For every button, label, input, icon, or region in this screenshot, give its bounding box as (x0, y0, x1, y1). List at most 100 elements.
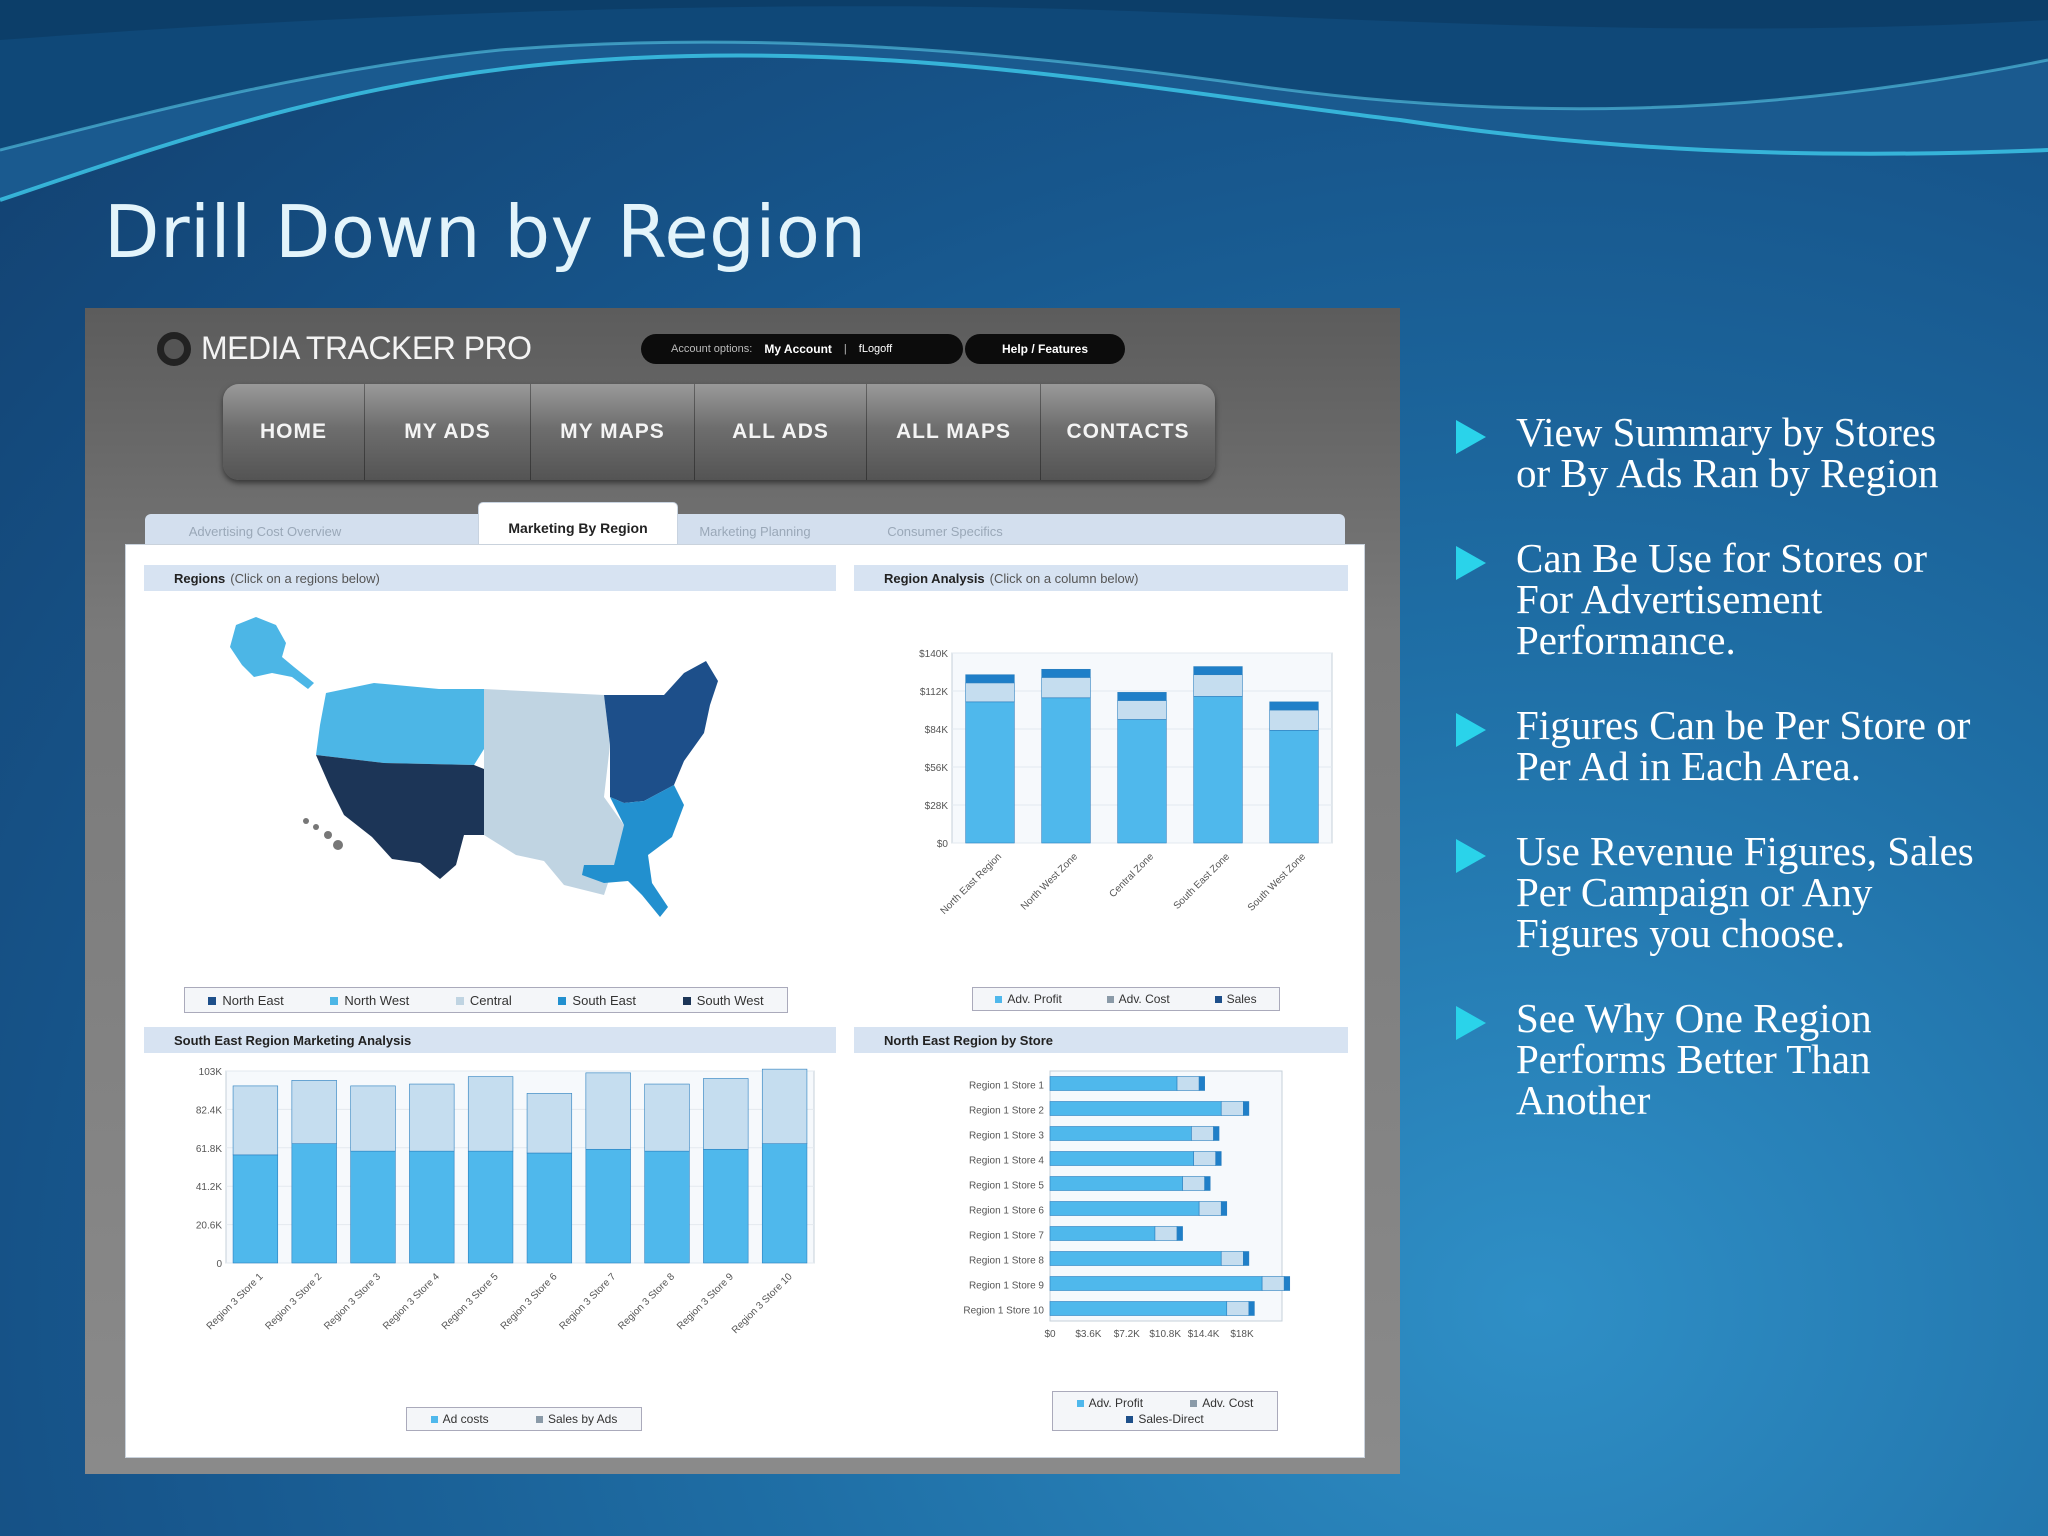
nav-my-maps[interactable]: MY MAPS (531, 384, 695, 480)
bar-adv-profit[interactable] (1049, 1301, 1228, 1316)
bar-ad-costs[interactable] (644, 1150, 690, 1264)
bar-sales-by-ads[interactable] (291, 1080, 337, 1144)
bar-ad-costs[interactable] (467, 1150, 514, 1264)
bar-sales-direct[interactable] (1248, 1301, 1255, 1316)
region-south-west[interactable] (316, 755, 484, 879)
nav-home[interactable]: HOME (223, 384, 365, 480)
bar-adv-cost[interactable] (1191, 1126, 1214, 1141)
legend-item-ad-costs[interactable]: Ad costs (430, 1412, 489, 1426)
bar-adv-profit[interactable] (1049, 1151, 1194, 1166)
bar-ad-costs[interactable] (526, 1152, 573, 1264)
bar-sales-direct[interactable] (1220, 1201, 1228, 1216)
bar-sales[interactable] (965, 674, 1015, 684)
bar-adv-cost[interactable] (1226, 1301, 1250, 1316)
tab-consumer-specifics[interactable]: Consumer Specifics (887, 523, 1003, 539)
tab-marketing-planning[interactable]: Marketing Planning (699, 523, 811, 539)
bar-adv-cost[interactable] (1193, 674, 1243, 697)
bar-sales-direct[interactable] (1283, 1276, 1291, 1291)
legend-item-central[interactable]: Central (455, 993, 512, 1008)
legend-item-adv-profit[interactable]: Adv. Profit (1076, 1396, 1143, 1410)
tab-advertising-cost-overview[interactable]: Advertising Cost Overview (188, 523, 342, 539)
bar-adv-profit[interactable] (1049, 1201, 1200, 1216)
bar-adv-profit[interactable] (1041, 697, 1091, 844)
bar-sales-by-ads[interactable] (409, 1083, 455, 1152)
legend-item-south-west[interactable]: South West (682, 993, 764, 1008)
bar-adv-profit[interactable] (1049, 1126, 1192, 1141)
bar-sales-by-ads[interactable] (703, 1078, 749, 1150)
bar-sales[interactable] (1269, 701, 1319, 711)
bar-sales-direct[interactable] (1243, 1251, 1250, 1266)
legend-item-sales[interactable]: Sales (1214, 992, 1257, 1006)
bar-ad-costs[interactable] (291, 1143, 337, 1264)
logoff-link[interactable]: fLogoff (858, 343, 893, 355)
region-north-west[interactable] (316, 683, 484, 765)
bar-sales-by-ads[interactable] (526, 1093, 573, 1154)
bullet-text: Can Be Use for Stores or For Advertiseme… (1516, 535, 1928, 663)
bar-sales[interactable] (1117, 692, 1167, 701)
bar-sales-direct[interactable] (1243, 1101, 1250, 1116)
nav-my-ads[interactable]: MY ADS (365, 384, 531, 480)
bar-adv-cost[interactable] (1220, 1251, 1244, 1266)
bar-adv-profit[interactable] (1193, 696, 1243, 844)
bar-adv-cost[interactable] (1176, 1076, 1200, 1091)
legend-item-north-west[interactable]: North West (330, 993, 409, 1008)
bar-ad-costs[interactable] (232, 1154, 279, 1264)
bar-sales-by-ads[interactable] (467, 1076, 514, 1152)
tab-marketing-by-region[interactable]: Marketing By Region (478, 502, 678, 552)
bar-adv-profit[interactable] (1117, 719, 1167, 844)
alaska-shape[interactable] (230, 617, 314, 689)
legend-item-sales-by-ads[interactable]: Sales by Ads (535, 1412, 617, 1426)
bar-ad-costs[interactable] (761, 1143, 808, 1264)
bar-adv-cost[interactable] (1269, 709, 1319, 731)
legend-item-adv-cost[interactable]: Adv. Cost (1190, 1396, 1253, 1410)
legend-item-south-east[interactable]: South East (558, 993, 636, 1008)
bar-adv-profit[interactable] (1049, 1251, 1222, 1266)
bar-sales-direct[interactable] (1198, 1076, 1205, 1091)
bar-sales-by-ads[interactable] (761, 1068, 808, 1144)
bar-sales-by-ads[interactable] (585, 1072, 631, 1150)
region-central[interactable] (484, 689, 624, 895)
bar-adv-cost[interactable] (1182, 1176, 1205, 1191)
bar-adv-cost[interactable] (965, 682, 1015, 703)
app-logo[interactable]: MEDIA TRACKER PRO (157, 330, 532, 367)
bar-sales-by-ads[interactable] (232, 1085, 279, 1156)
bar-sales-by-ads[interactable] (644, 1083, 690, 1152)
legend-item-north-east[interactable]: North East (208, 993, 284, 1008)
nav-all-maps[interactable]: ALL MAPS (867, 384, 1041, 480)
bar-adv-cost[interactable] (1220, 1101, 1244, 1116)
bar-adv-cost[interactable] (1117, 700, 1167, 720)
bar-ad-costs[interactable] (703, 1148, 749, 1264)
bar-adv-profit[interactable] (1049, 1276, 1263, 1291)
legend-item-adv-profit[interactable]: Adv. Profit (995, 992, 1062, 1006)
bar-sales-direct[interactable] (1215, 1151, 1222, 1166)
bar-adv-cost[interactable] (1154, 1226, 1178, 1241)
bar-adv-profit[interactable] (1049, 1226, 1156, 1241)
bar-sales-by-ads[interactable] (350, 1085, 396, 1152)
legend-item-adv-cost[interactable]: Adv. Cost (1106, 992, 1170, 1006)
bar-adv-profit[interactable] (1049, 1101, 1222, 1116)
nav-contacts[interactable]: CONTACTS (1066, 420, 1190, 443)
legend-item-sales-direct[interactable]: Sales-Direct (1126, 1412, 1204, 1426)
bar-adv-profit[interactable] (1269, 730, 1319, 844)
bar-sales[interactable] (1041, 668, 1091, 678)
bar-adv-profit[interactable] (965, 701, 1015, 844)
bar-ad-costs[interactable] (409, 1150, 455, 1264)
my-account-link[interactable]: My Account (764, 342, 832, 356)
bar-adv-profit[interactable] (1049, 1076, 1178, 1091)
region-north-east[interactable] (604, 661, 718, 803)
bar-sales-direct[interactable] (1213, 1126, 1220, 1141)
bar-adv-cost[interactable] (1041, 677, 1091, 699)
nav-all-ads[interactable]: ALL ADS (695, 384, 867, 480)
bar-sales-direct[interactable] (1176, 1226, 1183, 1241)
region-south-east[interactable] (582, 785, 684, 917)
bar-ad-costs[interactable] (350, 1150, 396, 1264)
bar-adv-cost[interactable] (1193, 1151, 1217, 1166)
bar-ad-costs[interactable] (585, 1148, 631, 1264)
bar-adv-profit[interactable] (1049, 1176, 1183, 1191)
bar-adv-cost[interactable] (1261, 1276, 1285, 1291)
bar-sales-direct[interactable] (1204, 1176, 1211, 1191)
bar-sales[interactable] (1193, 666, 1243, 676)
bar-adv-cost[interactable] (1198, 1201, 1222, 1216)
hawaii-shape[interactable] (303, 818, 343, 850)
help-features-button[interactable]: Help / Features (965, 334, 1125, 364)
